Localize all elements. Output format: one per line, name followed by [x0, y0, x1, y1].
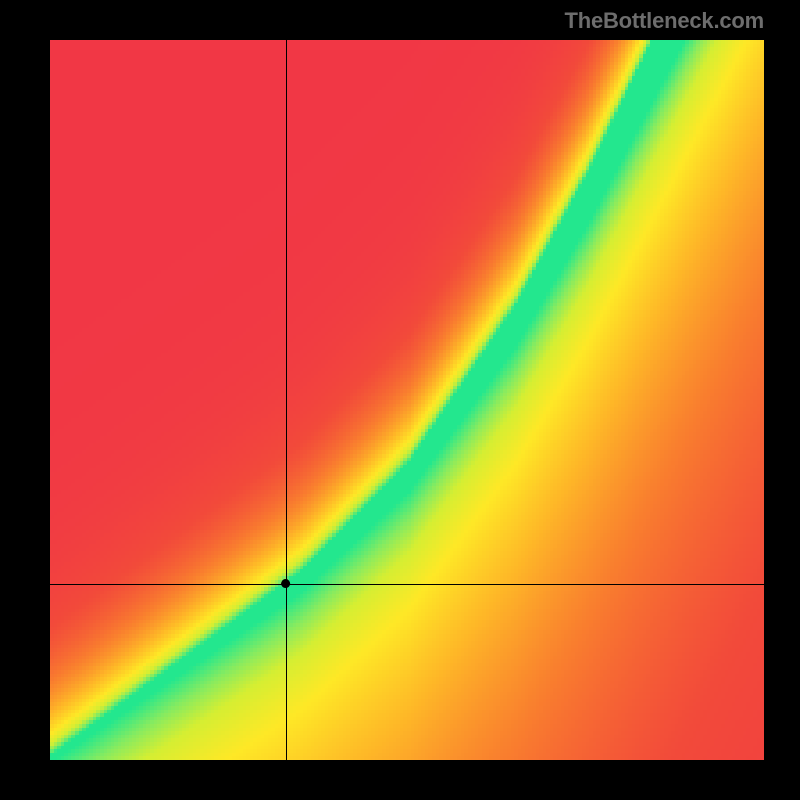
heatmap-plot [50, 40, 764, 760]
watermark-text: TheBottleneck.com [564, 8, 764, 34]
heatmap-canvas [50, 40, 764, 760]
